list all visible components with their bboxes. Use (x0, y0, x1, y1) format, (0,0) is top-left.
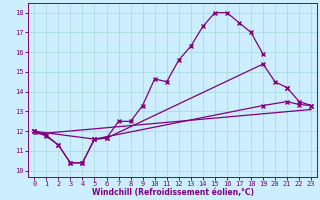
X-axis label: Windchill (Refroidissement éolien,°C): Windchill (Refroidissement éolien,°C) (92, 188, 254, 197)
